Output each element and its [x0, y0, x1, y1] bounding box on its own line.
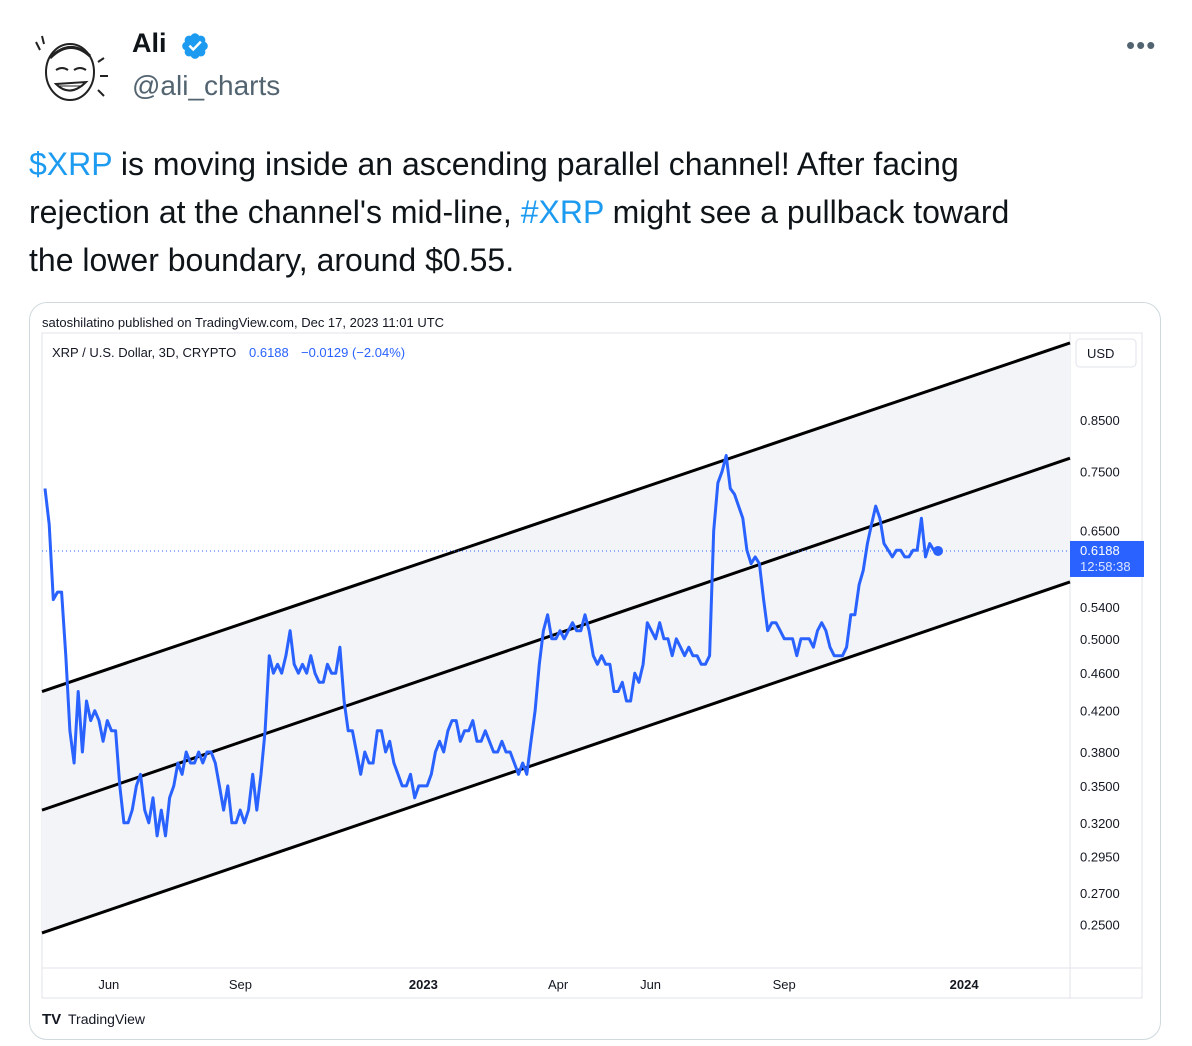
- tweet-text-line2a: rejection at the channel's mid-line,: [29, 194, 521, 230]
- price-tick-label: 0.5400: [1080, 600, 1120, 615]
- currency-label: USD: [1087, 346, 1114, 361]
- last-price-dot: [933, 545, 943, 556]
- channel-lines: [41, 341, 1071, 935]
- tweet-text-line3: the lower boundary, around $0.55.: [29, 242, 515, 278]
- tweet-text-line2b: might see a pullback toward: [603, 194, 1010, 230]
- time-tick-label: Jun: [98, 977, 119, 992]
- price-tick-label: 0.3200: [1080, 816, 1120, 831]
- channel-lower-line: [41, 580, 1071, 935]
- countdown-timer: 12:58:38: [1080, 559, 1131, 574]
- chart-image-card[interactable]: satoshilatino published on TradingView.c…: [29, 302, 1161, 1040]
- verified-badge-icon: [182, 33, 208, 59]
- price-tick-label: 0.2500: [1080, 918, 1120, 933]
- channel-upper-line: [41, 341, 1071, 693]
- cashtag-link[interactable]: $XRP: [29, 146, 113, 182]
- time-tick-label: Sep: [229, 977, 252, 992]
- price-tick-label: 0.7500: [1080, 465, 1120, 480]
- cartoon-face-icon: [35, 35, 108, 101]
- time-tick-label: Jun: [640, 977, 661, 992]
- price-axis-ticks: 0.8500 0.7500 0.6500 0.5400 0.5000 0.4600 0.42…: [1080, 413, 1120, 932]
- price-tick-label: 0.2700: [1080, 886, 1120, 901]
- price-tick-label: 0.4200: [1080, 704, 1120, 719]
- price-series-line: [43, 454, 939, 838]
- tradingview-brand-label: TradingView: [68, 1011, 146, 1027]
- tradingview-logo-icon: TV: [42, 1011, 61, 1028]
- time-tick-label: Sep: [773, 977, 796, 992]
- tradingview-chart: satoshilatino published on TradingView.c…: [41, 315, 1144, 1028]
- price-tick-label: 0.4600: [1080, 666, 1120, 681]
- price-label: 0.6188: [249, 345, 289, 360]
- change-label: −0.0129 (−2.04%): [301, 345, 405, 360]
- published-caption: satoshilatino published on TradingView.c…: [42, 315, 444, 330]
- author-handle[interactable]: @ali_charts: [132, 70, 281, 101]
- chart-plot-frame: [41, 332, 1143, 999]
- cartoon-face-avatar[interactable]: [28, 30, 112, 114]
- currency-box: [1075, 338, 1137, 368]
- time-tick-label: Apr: [548, 977, 569, 992]
- price-tick-label: 0.8500: [1080, 413, 1120, 428]
- price-tick-label: 0.3800: [1080, 745, 1120, 760]
- last-price-box: [1070, 540, 1144, 577]
- author-name[interactable]: Ali: [132, 28, 167, 58]
- more-options-icon[interactable]: •••: [1126, 30, 1157, 60]
- tweet-text-part1: is moving inside an ascending parallel c…: [112, 146, 959, 182]
- channel-middle-line: [41, 456, 1071, 812]
- price-tick-label: 0.6500: [1080, 524, 1120, 539]
- price-tick-label: 0.2950: [1080, 849, 1120, 864]
- tweet-text: $XRP is moving inside an ascending paral…: [29, 140, 1149, 284]
- svg-text:TV: TV: [42, 1011, 61, 1028]
- price-tick-label: 0.3500: [1080, 779, 1120, 794]
- time-tick-label: 2023: [409, 977, 438, 992]
- hashtag-link[interactable]: #XRP: [520, 194, 604, 230]
- time-tick-label: 2024: [950, 977, 980, 992]
- symbol-label: XRP / U.S. Dollar, 3D, CRYPTO: [52, 345, 236, 360]
- time-axis-ticks: Jun Sep 2023 Apr Jun Sep 2024: [98, 977, 979, 992]
- last-price-value: 0.6188: [1080, 543, 1120, 558]
- price-tick-label: 0.5000: [1080, 632, 1120, 647]
